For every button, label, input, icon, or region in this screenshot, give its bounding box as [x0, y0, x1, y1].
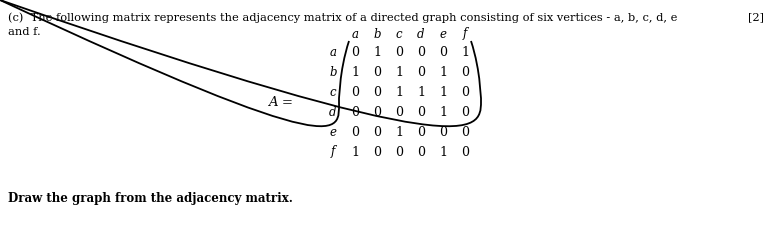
- Text: 0: 0: [373, 126, 381, 138]
- Text: 1: 1: [439, 66, 447, 79]
- Text: 0: 0: [373, 66, 381, 79]
- Text: 0: 0: [417, 66, 425, 79]
- Text: 0: 0: [395, 45, 403, 59]
- Text: d: d: [329, 106, 337, 118]
- Text: 0: 0: [417, 126, 425, 138]
- Text: 0: 0: [351, 106, 359, 118]
- Text: 0: 0: [461, 106, 469, 118]
- Text: 0: 0: [395, 106, 403, 118]
- Text: 1: 1: [439, 106, 447, 118]
- Text: Draw the graph from the adjacency matrix.: Draw the graph from the adjacency matrix…: [8, 192, 293, 205]
- Text: c: c: [330, 86, 337, 99]
- Text: b: b: [373, 27, 381, 40]
- Text: 1: 1: [395, 86, 403, 99]
- Text: 1: 1: [351, 66, 359, 79]
- Text: 0: 0: [351, 126, 359, 138]
- Text: 0: 0: [461, 146, 469, 158]
- Text: 0: 0: [461, 66, 469, 79]
- Text: d: d: [417, 27, 425, 40]
- Text: A =: A =: [268, 96, 293, 109]
- Text: e: e: [439, 27, 446, 40]
- Text: 1: 1: [417, 86, 425, 99]
- Text: a: a: [330, 45, 337, 59]
- Text: [2]: [2]: [748, 12, 764, 22]
- Text: 0: 0: [395, 146, 403, 158]
- Text: e: e: [330, 126, 337, 138]
- Text: 0: 0: [351, 86, 359, 99]
- Text: 0: 0: [373, 106, 381, 118]
- Text: 0: 0: [351, 45, 359, 59]
- Text: c: c: [396, 27, 402, 40]
- Text: 0: 0: [417, 106, 425, 118]
- Text: a: a: [351, 27, 358, 40]
- Text: 0: 0: [417, 45, 425, 59]
- Text: (c)  The following matrix represents the adjacency matrix of a directed graph co: (c) The following matrix represents the …: [8, 12, 677, 22]
- Text: and f.: and f.: [8, 27, 41, 37]
- Text: 1: 1: [373, 45, 381, 59]
- Text: 1: 1: [439, 86, 447, 99]
- Text: 1: 1: [439, 146, 447, 158]
- Text: 1: 1: [461, 45, 469, 59]
- Text: 1: 1: [395, 66, 403, 79]
- Text: 0: 0: [439, 45, 447, 59]
- Text: b: b: [329, 66, 337, 79]
- Text: 1: 1: [351, 146, 359, 158]
- Text: f: f: [462, 27, 467, 40]
- Text: 0: 0: [461, 86, 469, 99]
- Text: 0: 0: [373, 86, 381, 99]
- Text: 0: 0: [373, 146, 381, 158]
- Text: 0: 0: [439, 126, 447, 138]
- Text: 0: 0: [417, 146, 425, 158]
- Text: f: f: [331, 146, 335, 158]
- Text: 1: 1: [395, 126, 403, 138]
- Text: 0: 0: [461, 126, 469, 138]
